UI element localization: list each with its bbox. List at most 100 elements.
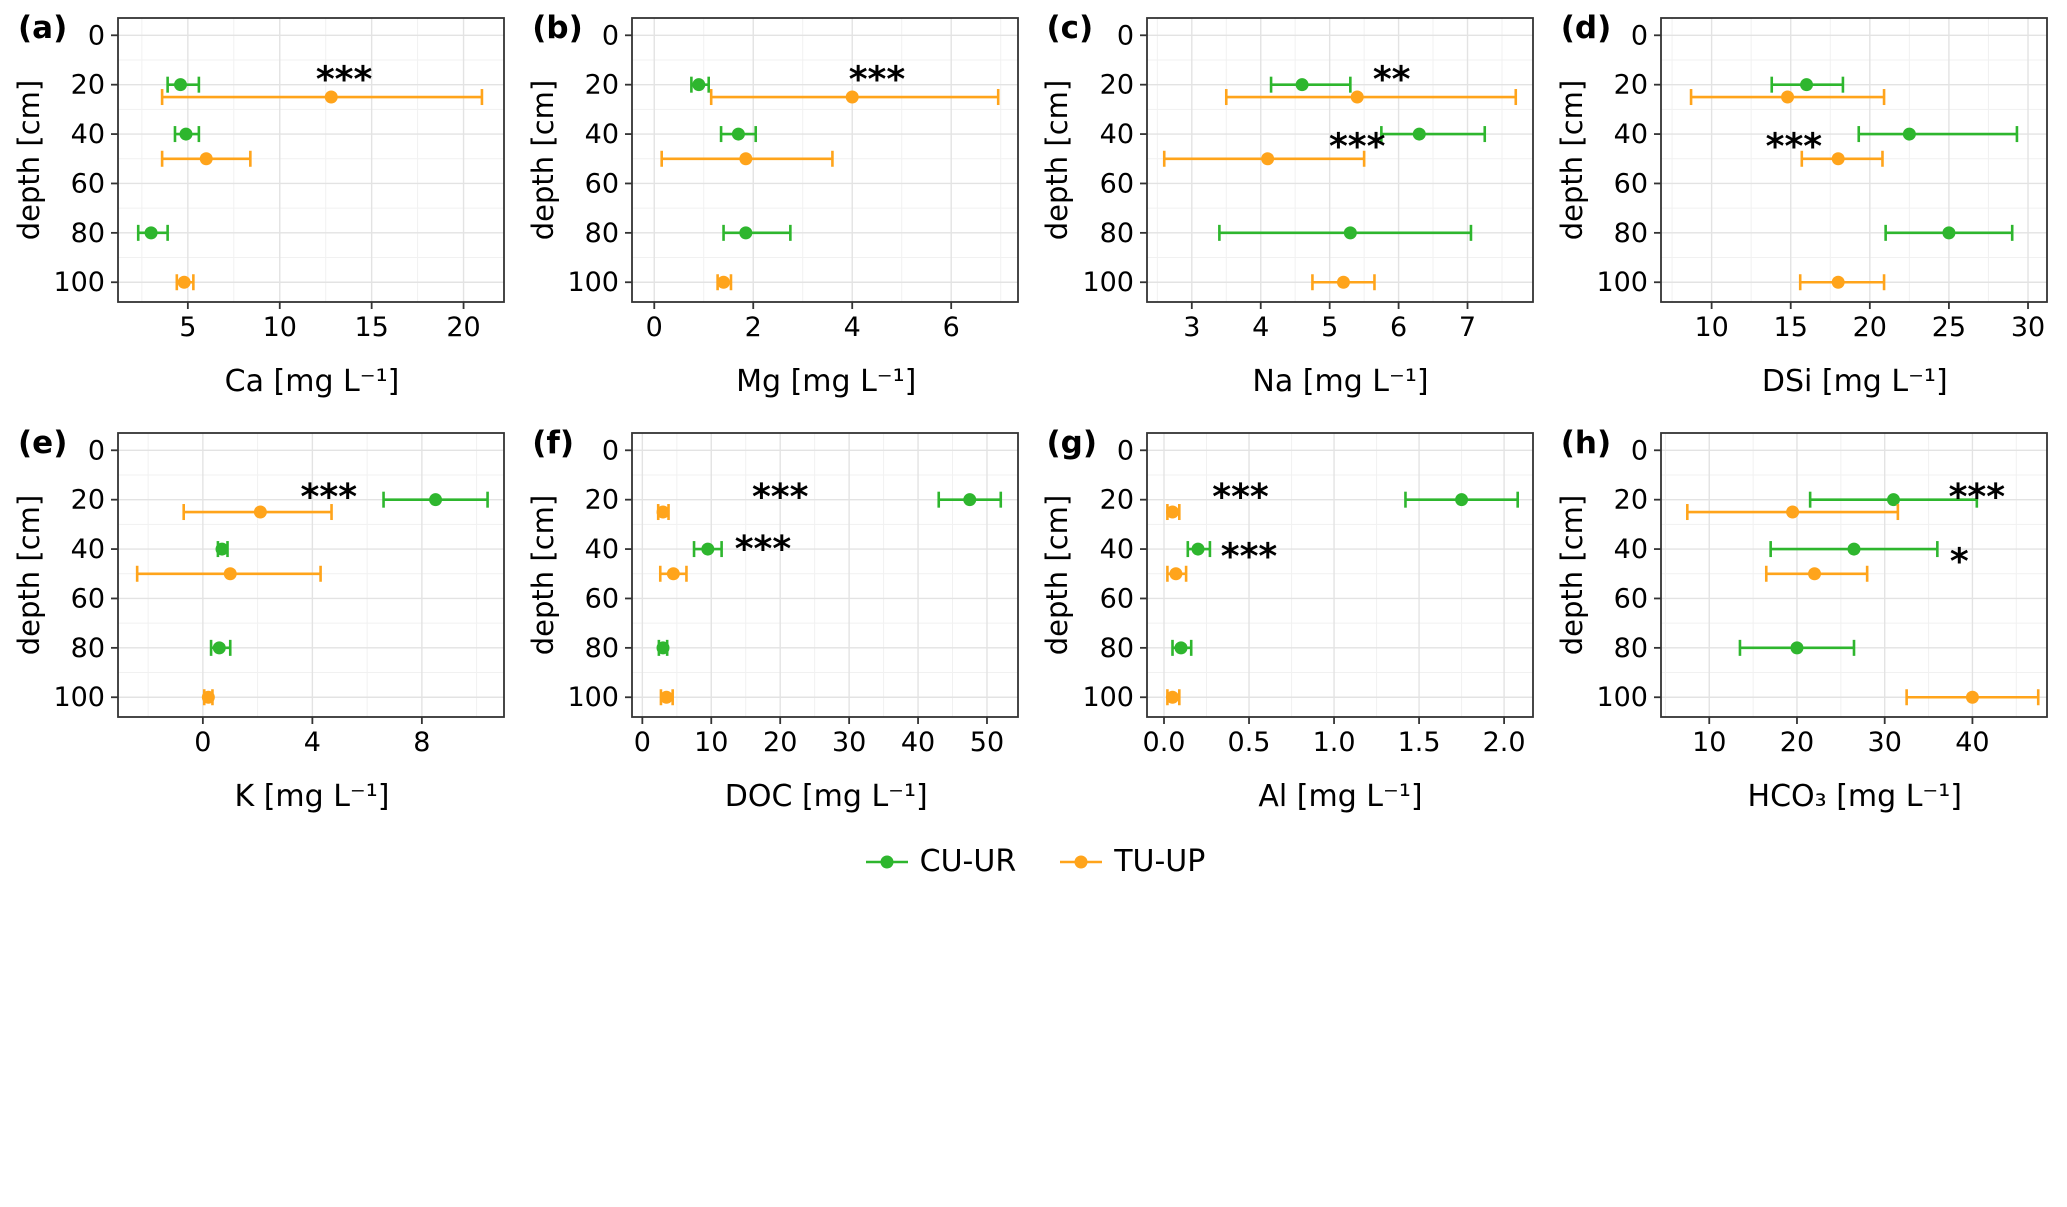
panel-label: (h) [1560, 425, 1612, 461]
y-tick-label: 0 [88, 20, 105, 51]
data-point [1350, 90, 1364, 104]
x-tick-label: 6 [1389, 312, 1406, 343]
y-tick-label: 60 [71, 168, 105, 199]
data-point [1168, 567, 1182, 581]
data-point [1942, 226, 1956, 240]
y-axis-label: depth [cm] [1040, 494, 1075, 656]
y-axis-label-area: depth [cm] [520, 433, 566, 717]
y-tick-label: 20 [71, 485, 105, 516]
significance-stars: *** [1212, 477, 1269, 518]
y-tick-label: 0 [1631, 20, 1648, 51]
y-tick-label: 40 [585, 534, 619, 565]
y-tick-label: 80 [71, 633, 105, 664]
data-point [179, 127, 193, 141]
chart-panel: (f) depth [cm] 0 10 20 30 40 50 0 20 40 60 80 100 **… [520, 425, 1034, 814]
y-tick-label: 0 [88, 435, 105, 466]
legend-item: TU-UP [1058, 844, 1205, 879]
data-point [701, 542, 715, 556]
panel-body: depth [cm] 0 2 4 6 0 20 40 60 80 100 *** [520, 10, 1034, 362]
data-point [212, 641, 226, 655]
data-point [1191, 542, 1205, 556]
panel-border [117, 432, 505, 718]
x-tick-label: 4 [844, 312, 861, 343]
data-point [324, 90, 338, 104]
x-tick-label: 7 [1458, 312, 1475, 343]
panel-label: (b) [532, 10, 583, 46]
y-tick-label: 60 [1099, 168, 1133, 199]
y-tick-label: 100 [1082, 267, 1134, 298]
data-point [1886, 493, 1900, 507]
data-point [201, 690, 215, 704]
chart-panel: (b) depth [cm] 0 2 4 6 0 20 40 60 80 100 *** Mg [m… [520, 10, 1034, 399]
significance-stars: * [1950, 541, 1969, 582]
y-tick-label: 80 [1099, 633, 1133, 664]
panel-grid: (a) depth [cm] 5 10 15 20 0 20 40 60 80 100 *** Ca… [6, 10, 2063, 814]
y-tick-label: 100 [53, 267, 105, 298]
chart-panel: (g) depth [cm] 0.0 0.5 1.0 1.5 2.0 0 20 40 60 80 1… [1035, 425, 1549, 814]
data-point [1790, 641, 1804, 655]
x-tick-label: 10 [1694, 312, 1728, 343]
y-axis-label: depth [cm] [12, 79, 47, 241]
data-point [1831, 152, 1845, 166]
panel-border [631, 17, 1020, 303]
panel-border [631, 432, 1020, 718]
panel-body: depth [cm] 10 20 30 40 0 20 40 60 80 100 *** * [1549, 425, 2063, 777]
y-tick-label: 0 [602, 20, 619, 51]
y-tick-label: 40 [1613, 119, 1647, 150]
x-tick-label: 5 [1321, 312, 1338, 343]
significance-stars: *** [1328, 126, 1385, 167]
x-tick-label: 20 [1780, 727, 1814, 758]
panel-border [1659, 432, 2048, 718]
panel-body: depth [cm] 3 4 5 6 7 0 20 40 60 80 100 ** *** [1035, 10, 1549, 362]
data-point [199, 152, 213, 166]
x-tick-label: 0 [194, 727, 211, 758]
x-tick-label: 15 [1773, 312, 1807, 343]
x-tick-label: 8 [413, 727, 430, 758]
data-point [1165, 505, 1179, 519]
panel-border [1145, 432, 1534, 718]
x-tick-label: 40 [1955, 727, 1989, 758]
y-tick-label: 0 [602, 435, 619, 466]
x-tick-label: 40 [901, 727, 935, 758]
panel-label: (g) [1046, 425, 1098, 461]
y-axis-label: depth [cm] [526, 79, 561, 241]
significance-stars: *** [316, 60, 373, 101]
chart-panel: (d) depth [cm] 10 15 20 25 30 0 20 40 60 80 100 ***… [1549, 10, 2063, 399]
x-tick-label: 30 [2011, 312, 2045, 343]
y-tick-label: 20 [71, 70, 105, 101]
plot-area: 10 15 20 25 30 0 20 40 60 80 100 *** [1596, 17, 2048, 343]
x-axis-label: Mg [mg L⁻¹] [736, 364, 917, 399]
significance-stars: *** [849, 60, 906, 101]
y-tick-label: 80 [585, 218, 619, 249]
figure: (a) depth [cm] 5 10 15 20 0 20 40 60 80 100 *** Ca… [6, 10, 2063, 879]
x-tick-label: 20 [1852, 312, 1886, 343]
x-tick-label: 10 [263, 312, 297, 343]
legend-item: CU-UR [864, 844, 1016, 879]
y-tick-label: 60 [1099, 583, 1133, 614]
x-tick-label: 25 [1931, 312, 1965, 343]
x-tick-label: 1.0 [1312, 727, 1355, 758]
x-axis-label: HCO₃ [mg L⁻¹] [1747, 779, 1962, 814]
y-axis-label-area: depth [cm] [1035, 433, 1081, 717]
data-point [177, 275, 191, 289]
legend-key-icon [865, 855, 908, 868]
panel-body: depth [cm] 5 10 15 20 0 20 40 60 80 100 *** [6, 10, 520, 362]
panel-body: depth [cm] 0.0 0.5 1.0 1.5 2.0 0 20 40 60 80 100 **… [1035, 425, 1549, 777]
x-tick-label: 0.0 [1142, 727, 1185, 758]
panel-body: depth [cm] 10 15 20 25 30 0 20 40 60 80 100 *** [1549, 10, 2063, 362]
data-point [845, 90, 859, 104]
data-point [223, 567, 237, 581]
legend: CU-UR TU-UP [6, 844, 2063, 879]
panel-label: (f) [532, 425, 575, 461]
y-tick-label: 100 [568, 267, 620, 298]
x-axis-label: Al [mg L⁻¹] [1258, 779, 1423, 814]
y-tick-label: 20 [1613, 70, 1647, 101]
data-point [1260, 152, 1274, 166]
x-tick-label: 0.5 [1227, 727, 1270, 758]
panel-label: (d) [1560, 10, 1612, 46]
legend-label: TU-UP [1114, 844, 1206, 879]
x-tick-label: 0 [634, 727, 651, 758]
significance-stars: *** [1948, 477, 2005, 518]
